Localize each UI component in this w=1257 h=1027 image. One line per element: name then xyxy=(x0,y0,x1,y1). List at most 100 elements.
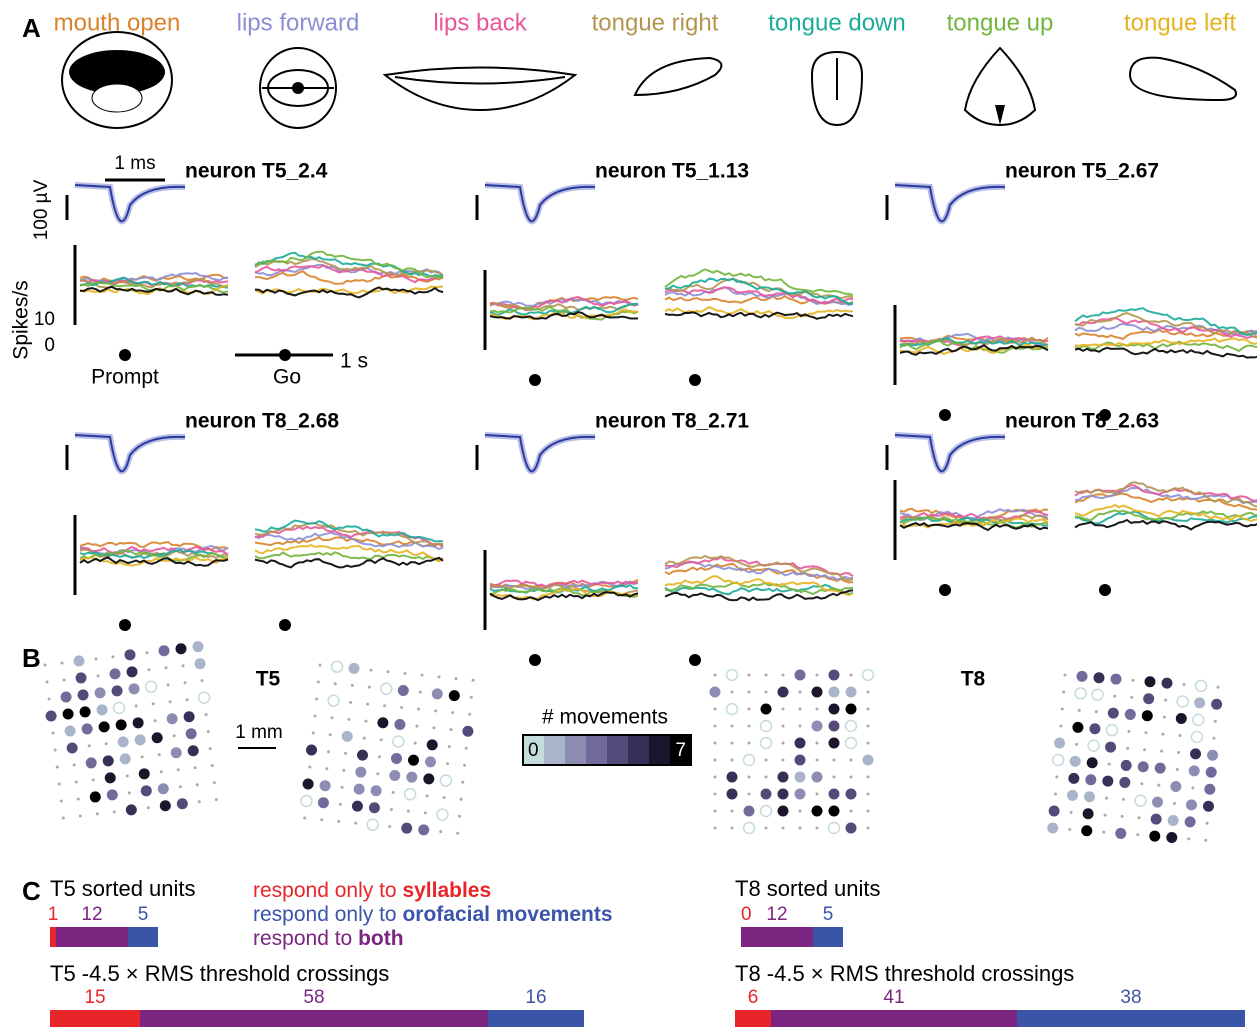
electrode xyxy=(159,645,170,656)
electrode xyxy=(1102,831,1105,834)
electrode xyxy=(317,681,320,684)
electrode xyxy=(176,643,187,654)
electrode xyxy=(1084,791,1095,802)
electrode xyxy=(1140,782,1143,785)
electrode xyxy=(1176,768,1179,771)
bar-segment xyxy=(813,927,843,947)
scale-label: 100 µV xyxy=(31,179,52,240)
electrode xyxy=(833,759,836,762)
electrode xyxy=(112,685,123,696)
electrode xyxy=(1187,837,1190,840)
electrode xyxy=(846,738,857,749)
firing-trace xyxy=(1075,339,1257,346)
electrode xyxy=(437,809,448,820)
electrode xyxy=(1193,714,1204,725)
electrode xyxy=(61,691,72,702)
electrode xyxy=(449,728,452,731)
electrode xyxy=(1105,797,1108,800)
electrode xyxy=(56,766,59,769)
electrode xyxy=(795,755,806,766)
electrode xyxy=(714,674,717,677)
electrode xyxy=(354,784,365,795)
electrode xyxy=(198,800,201,803)
electrode xyxy=(211,764,214,767)
electrode xyxy=(765,691,768,694)
electrode xyxy=(463,764,466,767)
electrode xyxy=(1204,839,1207,842)
electrode xyxy=(765,827,768,830)
electrode xyxy=(320,780,331,791)
electrode xyxy=(1068,773,1079,784)
electrode xyxy=(461,781,464,784)
event-dot xyxy=(279,619,291,631)
electrode xyxy=(370,669,373,672)
electrode xyxy=(77,797,80,800)
electrode xyxy=(1136,833,1139,836)
bar-segment xyxy=(50,927,56,947)
array-label: T5 xyxy=(256,668,281,691)
legend-cell xyxy=(607,735,628,765)
electrode xyxy=(456,832,459,835)
electrode xyxy=(1178,734,1181,737)
electrode xyxy=(765,674,768,677)
electrode xyxy=(782,742,785,745)
electrode xyxy=(761,704,772,715)
electrode xyxy=(54,749,57,752)
electrode xyxy=(1166,832,1177,843)
electrode xyxy=(850,759,853,762)
firing-trace xyxy=(80,557,228,565)
electrode xyxy=(177,768,180,771)
electrode xyxy=(448,745,451,748)
electrode xyxy=(110,668,121,679)
electrode xyxy=(443,796,446,799)
legend-text: orofacial movements xyxy=(402,903,612,926)
electrode xyxy=(154,719,157,722)
electrode xyxy=(748,776,751,779)
segment-label: 1 xyxy=(48,904,59,925)
electrode xyxy=(731,691,734,694)
electrode xyxy=(748,793,751,796)
electrode xyxy=(80,706,91,717)
electrode xyxy=(139,768,150,779)
neuron-title: neuron T5_2.67 xyxy=(1005,160,1159,183)
electrode xyxy=(351,684,354,687)
electrode xyxy=(731,827,734,830)
electrode xyxy=(761,721,772,732)
electrode xyxy=(398,685,409,696)
legend-title: # movements xyxy=(542,706,668,729)
electrode xyxy=(867,793,870,796)
electrode xyxy=(186,728,197,739)
electrode xyxy=(147,806,150,809)
electrode xyxy=(446,762,449,765)
bar-segment xyxy=(128,927,158,947)
electrode xyxy=(303,779,314,790)
legend-text: respond to xyxy=(253,927,358,950)
electrode xyxy=(342,769,345,772)
bar-segment xyxy=(56,927,128,947)
electrode xyxy=(337,820,340,823)
event-label: Prompt xyxy=(91,366,159,389)
neuron-title: neuron T8_2.63 xyxy=(1005,410,1159,433)
electrode xyxy=(327,750,330,753)
electrode xyxy=(1135,795,1146,806)
electrode xyxy=(1177,696,1188,707)
electrode xyxy=(329,733,332,736)
electrode xyxy=(205,713,208,716)
electrode xyxy=(1160,750,1163,753)
electrode xyxy=(714,708,717,711)
electrode xyxy=(1121,815,1124,818)
electrode xyxy=(378,755,381,758)
electrode xyxy=(330,716,333,719)
electrode xyxy=(325,767,328,770)
electrode xyxy=(167,683,170,686)
electrode xyxy=(88,744,91,747)
waveform-band xyxy=(895,185,1005,221)
electrode xyxy=(778,806,789,817)
electrode xyxy=(78,689,89,700)
electrode xyxy=(1072,722,1083,733)
electrode xyxy=(1047,823,1058,834)
electrode xyxy=(58,783,61,786)
electrode xyxy=(169,700,172,703)
electrode xyxy=(173,734,176,737)
electrode xyxy=(1094,672,1105,683)
